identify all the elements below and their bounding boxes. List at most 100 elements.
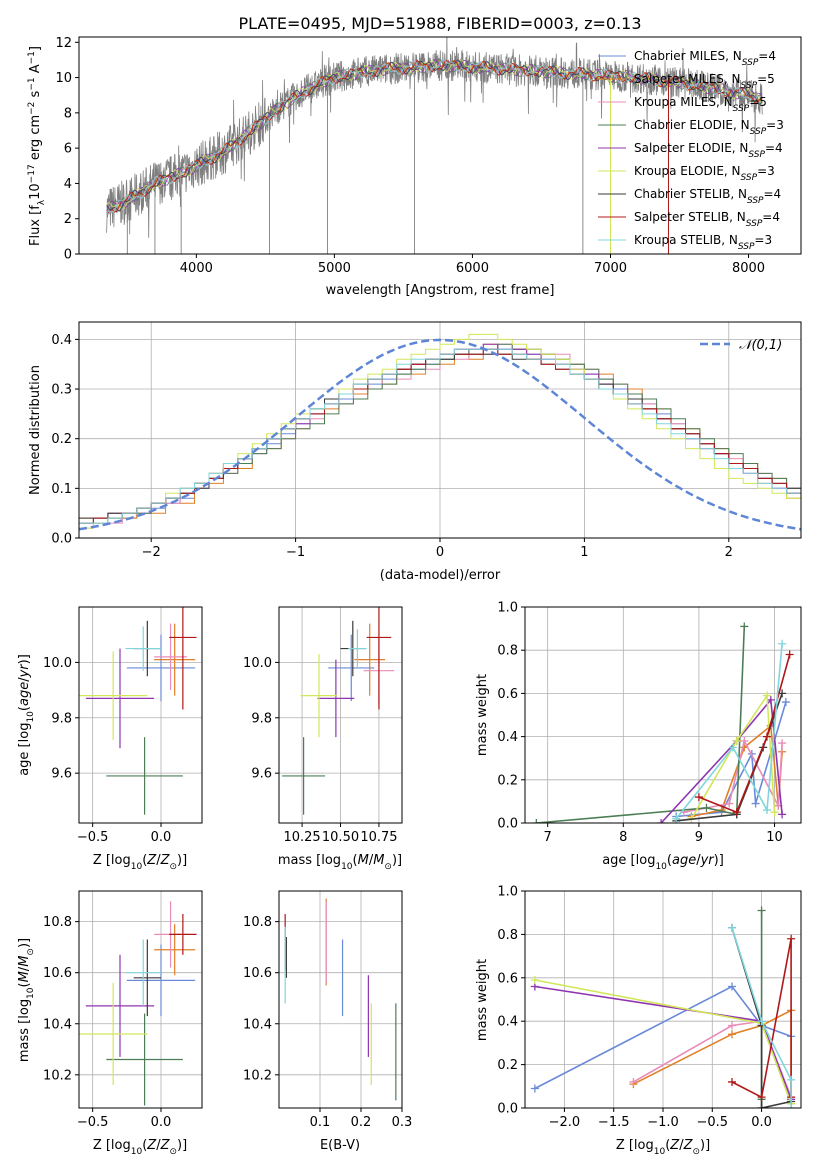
errorbar-point <box>348 629 367 668</box>
y-tick-label: 10.6 <box>243 966 272 981</box>
y-tick-label: 4 <box>64 177 72 192</box>
data-point-marker <box>785 650 794 659</box>
data-point-marker <box>728 743 737 752</box>
figure-title: PLATE=0495, MJD=51988, FIBERID=0003, z=0… <box>238 14 641 33</box>
y-tick-label: 0.2 <box>497 773 518 788</box>
y-tick-label: 0.2 <box>51 432 72 447</box>
errorbar-point <box>79 982 148 1086</box>
y-axis-label: mass weight <box>475 674 490 756</box>
data-point-marker <box>532 819 541 823</box>
y-tick-label: 0.8 <box>497 644 518 659</box>
data-point-marker <box>728 1021 736 1030</box>
plot-area <box>106 37 763 254</box>
data-point-marker <box>781 698 790 707</box>
plot-area <box>530 906 796 1108</box>
x-axis-label: mass [log10(M/M⊙)] <box>278 853 402 872</box>
legend-entry: Salpeter STELIB, NSSP=4 <box>634 210 780 229</box>
errorbar-point <box>300 654 338 738</box>
data-point-marker <box>672 814 681 823</box>
x-tick-label: −1.5 <box>598 1115 630 1130</box>
model-spectrum <box>106 59 763 211</box>
y-axis-label: mass [log10(M/M⊙)] <box>17 938 36 1062</box>
spectrum-axes: 4000 5000 6000 7000 8000 0 2 4 6 8 10 12 Chabrier MI… <box>27 36 802 298</box>
data-point-marker <box>732 808 741 817</box>
normal-curve <box>79 338 801 531</box>
errorbar-point <box>106 1013 183 1106</box>
errorbar-point <box>328 634 375 702</box>
errorbar-point <box>169 607 197 710</box>
errorbar-point <box>126 944 196 1017</box>
data-point-marker <box>728 1077 736 1086</box>
data-point-marker <box>657 819 666 823</box>
y-tick-label: 10.4 <box>43 1017 72 1032</box>
data-point-marker <box>629 1077 638 1086</box>
data-point-marker <box>757 1093 766 1102</box>
legend-entry: Chabrier MILES, NSSP=4 <box>634 49 776 68</box>
mass-vs-Z-axes: −0.5 0.0 10.2 10.4 10.6 10.8 Z [log10(Z/Z⊙)] ma… <box>17 890 203 1157</box>
y-axis-label: mass weight <box>475 959 490 1041</box>
y-axis-label: age [log10(age/yr)] <box>17 654 36 776</box>
series-line <box>698 654 791 814</box>
plot-area <box>79 333 801 531</box>
x-tick-label: 10.25 <box>283 830 320 845</box>
axes-frame <box>78 890 203 1109</box>
residuals-axes: −2 −1 0 1 2 0.0 0.1 0.2 0.3 0.4 𝒩(0,1) (data-model)… <box>28 321 802 583</box>
y-tick-label: 10.0 <box>43 656 72 671</box>
x-tick-label: 6000 <box>456 261 489 276</box>
errorbar-point <box>79 651 148 740</box>
mass-vs-EBV-axes: 0.1 0.2 0.3 10.2 10.4 10.6 10.8 E(B-V) <box>243 890 413 1153</box>
legend-entry: Kroupa ELODIE, NSSP=3 <box>634 164 775 183</box>
x-tick-label: 2 <box>725 545 733 560</box>
x-axis-label: wavelength [Angstrom, rest frame] <box>326 283 555 298</box>
x-tick-label: 10 <box>766 830 783 845</box>
data-point-marker <box>778 810 787 819</box>
y-tick-label: 9.8 <box>51 711 72 726</box>
series-line <box>534 985 792 1090</box>
series-line <box>675 643 783 820</box>
data-point-marker <box>762 732 771 741</box>
y-tick-label: 9.6 <box>251 767 272 782</box>
data-point-marker <box>702 803 711 812</box>
errorbar-point <box>125 626 161 671</box>
x-tick-label: 10.75 <box>360 830 397 845</box>
legend-entry: Salpeter MILES, NSSP=5 <box>634 72 775 91</box>
data-point-marker <box>787 1104 796 1108</box>
residual-histogram <box>79 348 801 524</box>
legend-entry: Chabrier STELIB, NSSP=4 <box>634 187 781 206</box>
y-tick-label: 0.3 <box>51 383 72 398</box>
x-tick-label: 0.2 <box>351 1115 372 1130</box>
x-tick-label: 0.0 <box>151 1115 172 1130</box>
x-tick-label: 0.3 <box>392 1115 413 1130</box>
y-tick-label: 0.6 <box>497 687 518 702</box>
errorbar-point <box>354 623 386 696</box>
data-point-marker <box>751 799 760 808</box>
errorbar-point <box>366 607 392 710</box>
data-point-marker <box>770 808 779 817</box>
y-tick-label: 0.2 <box>497 1058 518 1073</box>
data-point-marker <box>728 923 736 932</box>
y-axis-label: Normed distribution <box>28 365 43 495</box>
x-axis-label: Z [log10(Z/Z⊙)] <box>93 853 187 872</box>
x-tick-label: 5000 <box>318 261 351 276</box>
plot-area <box>284 898 397 1101</box>
data-point-marker <box>762 691 771 700</box>
y-tick-label: 0 <box>64 248 72 263</box>
data-point-marker <box>778 639 787 648</box>
x-tick-label: 0.0 <box>151 830 172 845</box>
data-point-marker <box>757 1017 766 1026</box>
x-tick-label: 8 <box>619 830 627 845</box>
y-tick-label: 10.8 <box>243 915 272 930</box>
data-point-marker <box>757 906 766 915</box>
model-spectrum <box>106 58 763 214</box>
errorbar-point <box>169 913 197 955</box>
errorbar-point <box>154 623 196 696</box>
y-tick-label: 6 <box>64 142 72 157</box>
weight-vs-age-axes: 7 8 9 10 0.0 0.2 0.4 0.6 0.8 1.0 age [log10(age/yr… <box>475 601 802 872</box>
model-spectrum <box>106 59 763 214</box>
series-line <box>731 927 792 1108</box>
x-tick-label: −0.5 <box>696 1115 728 1130</box>
data-point-marker <box>725 799 734 808</box>
axes-frame <box>78 606 203 824</box>
x-tick-label: 7000 <box>594 261 627 276</box>
x-tick-label: −1.0 <box>647 1115 679 1130</box>
